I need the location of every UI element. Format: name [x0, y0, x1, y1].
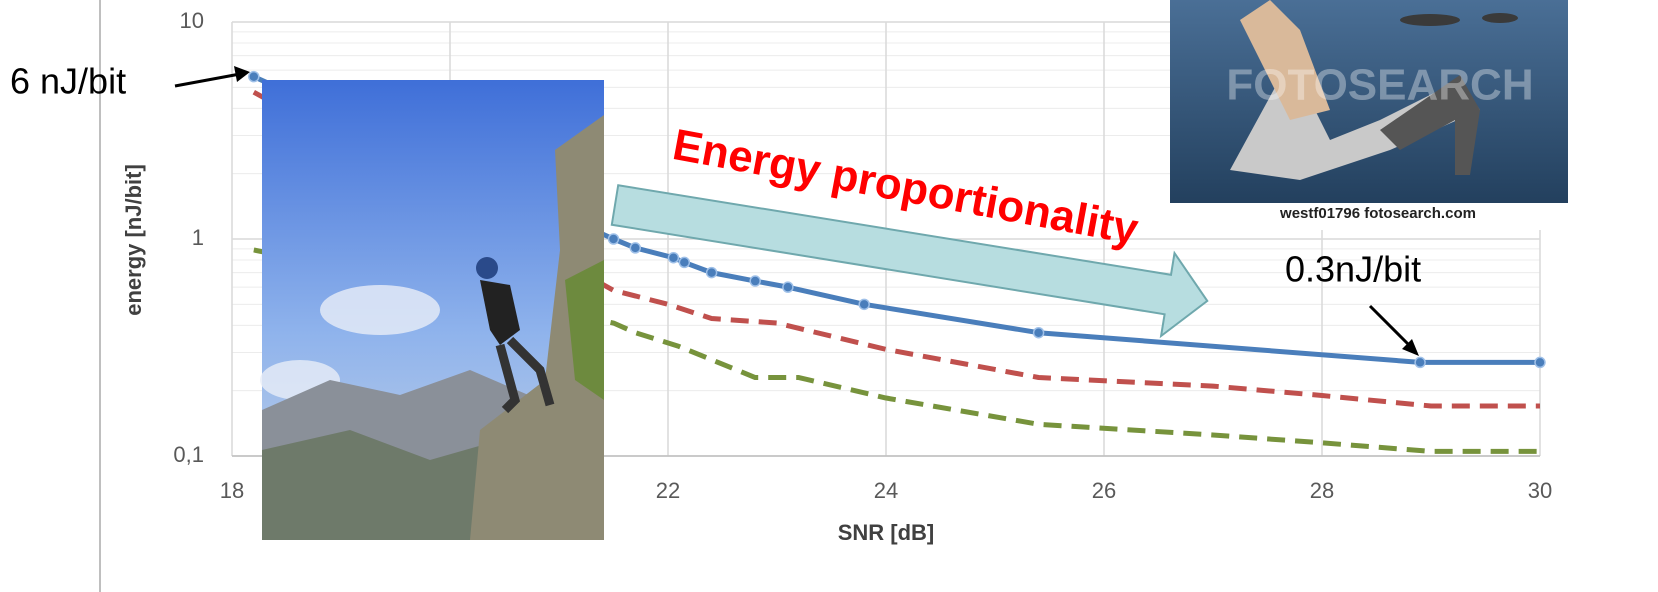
point	[1415, 357, 1425, 367]
point	[859, 299, 869, 309]
photo-caption: westf01796 fotosearch.com	[1279, 205, 1476, 222]
arrow-head	[234, 66, 250, 82]
point	[609, 234, 619, 244]
x-tick-label: 18	[220, 478, 244, 503]
beach-photo: FOTOSEARCH westf01796 fotosearch.com	[1170, 0, 1568, 230]
point	[249, 72, 259, 82]
start-energy-label: 6 nJ/bit	[10, 61, 126, 102]
point	[1034, 328, 1044, 338]
arrow	[175, 74, 240, 86]
point	[630, 243, 640, 253]
slide: SNR [dB] energy [nJ/bit] 0,1110182022242…	[0, 0, 1658, 592]
point	[783, 282, 793, 292]
y-tick-label: 1	[192, 225, 204, 250]
x-tick-label: 26	[1092, 478, 1116, 503]
x-tick-label: 30	[1528, 478, 1552, 503]
y-tick-label: 10	[180, 8, 204, 33]
point	[707, 268, 717, 278]
arrow	[1370, 306, 1410, 346]
point	[679, 257, 689, 267]
end-energy-label: 0.3nJ/bit	[1285, 249, 1421, 290]
watermark: FOTOSEARCH	[1226, 61, 1533, 110]
x-tick-label: 24	[874, 478, 898, 503]
x-axis-title: SNR [dB]	[838, 520, 935, 545]
point	[750, 276, 760, 286]
point	[668, 253, 678, 263]
y-tick-label: 0,1	[173, 442, 204, 467]
climber-photo	[260, 80, 604, 540]
page: {"chart_data": {"type": "line", "xlabel"…	[0, 0, 1658, 592]
x-tick-label: 28	[1310, 478, 1334, 503]
y-axis-title: energy [nJ/bit]	[121, 164, 146, 316]
x-tick-label: 22	[656, 478, 680, 503]
point	[1535, 357, 1545, 367]
